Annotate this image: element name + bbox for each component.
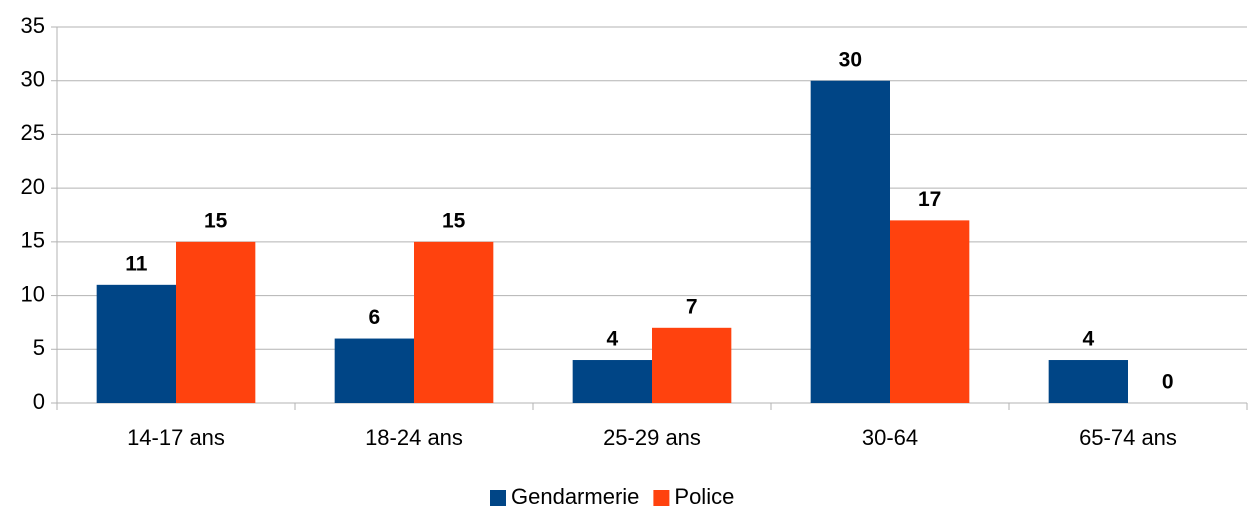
y-tick-label: 0 [33,389,45,414]
value-label: 6 [368,306,380,329]
legend-swatch [490,490,506,506]
bar [810,80,890,403]
value-label: 4 [606,328,618,351]
y-tick-label: 25 [21,120,45,145]
bar [572,360,652,403]
y-tick-label: 10 [21,281,45,306]
legend-label: Police [674,484,734,509]
bar [890,220,970,403]
y-tick-label: 15 [21,228,45,253]
value-label: 17 [918,188,941,211]
value-label: 7 [686,295,698,318]
x-tick-label: 25-29 ans [603,425,701,450]
x-tick-label: 14-17 ans [127,425,225,450]
bar [414,241,494,403]
bar [176,241,256,403]
value-label: 0 [1162,371,1174,394]
bar [652,327,732,403]
bar [334,338,414,403]
x-tick-label: 30-64 [862,425,918,450]
y-tick-label: 5 [33,335,45,360]
bar [1048,360,1128,403]
legend-swatch [653,490,670,506]
value-label: 11 [125,252,148,275]
value-label: 4 [1082,328,1094,351]
value-label: 30 [839,48,862,71]
x-tick-label: 65-74 ans [1079,425,1177,450]
y-tick-label: 20 [21,174,45,199]
value-label: 15 [204,209,228,232]
x-tick-label: 18-24 ans [365,425,463,450]
legend-label: Gendarmerie [511,484,639,509]
bar [96,284,176,403]
y-tick-label: 35 [21,13,45,38]
value-label: 15 [442,209,466,232]
y-tick-label: 30 [21,67,45,92]
